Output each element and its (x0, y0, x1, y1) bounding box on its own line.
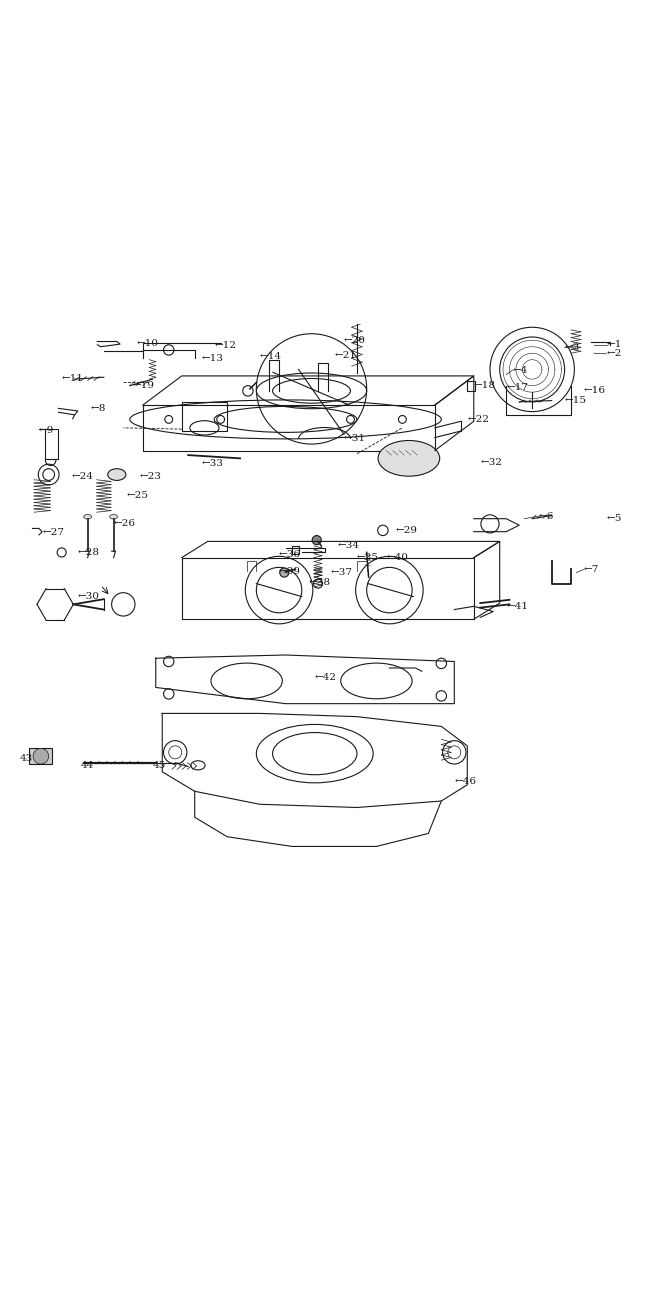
Text: ←33: ←33 (201, 459, 223, 468)
Text: ←32: ←32 (480, 458, 502, 467)
Ellipse shape (110, 515, 117, 519)
Text: ←18: ←18 (474, 381, 496, 390)
Bar (467, 381, 475, 390)
Ellipse shape (84, 515, 92, 519)
Text: ←7: ←7 (584, 564, 600, 573)
Bar (182, 402, 227, 431)
Text: ←11: ←11 (62, 374, 84, 383)
Text: ←3: ←3 (565, 342, 580, 351)
Text: ←35: ←35 (357, 553, 379, 562)
Text: ←20: ←20 (344, 336, 366, 345)
Text: 45: 45 (153, 761, 165, 770)
Text: ←28: ←28 (78, 547, 100, 556)
Circle shape (33, 748, 49, 764)
Bar (182, 558, 474, 619)
Text: ←29: ←29 (396, 525, 418, 534)
Text: ←13: ←13 (201, 354, 223, 363)
Circle shape (280, 568, 289, 577)
Text: ←26: ←26 (114, 519, 136, 528)
Text: ←4: ←4 (513, 366, 528, 375)
Text: ←5: ←5 (607, 514, 622, 523)
Text: ←41: ←41 (506, 602, 528, 611)
Text: ←2: ←2 (607, 349, 622, 358)
Bar (29, 748, 52, 764)
Text: ←6: ←6 (539, 511, 554, 520)
Text: ←14: ←14 (260, 351, 282, 361)
Text: ←37: ←37 (331, 568, 353, 577)
Text: ←36: ←36 (279, 550, 301, 559)
Text: ←30: ←30 (78, 591, 100, 601)
Text: ←24: ←24 (71, 472, 93, 481)
Text: ←42: ←42 (315, 673, 337, 682)
Ellipse shape (378, 441, 440, 476)
Bar (143, 405, 435, 450)
Text: ←1: ←1 (607, 340, 622, 349)
Text: ←8: ←8 (91, 403, 106, 412)
Text: ←40: ←40 (386, 553, 408, 562)
Text: ←16: ←16 (584, 387, 606, 396)
Text: ←23: ←23 (140, 472, 162, 481)
Text: ←9: ←9 (39, 425, 55, 434)
Text: ←38: ←38 (308, 578, 330, 588)
Text: 43: 43 (19, 755, 32, 764)
Text: ←39: ←39 (279, 567, 301, 576)
Text: ←12: ←12 (214, 341, 236, 350)
Text: ←10: ←10 (136, 339, 158, 348)
Circle shape (312, 536, 321, 545)
Text: ←19: ←19 (133, 381, 155, 390)
Text: ←22: ←22 (467, 415, 489, 424)
Text: ←17: ←17 (506, 383, 528, 392)
Text: ←15: ←15 (565, 396, 587, 405)
Text: ←27: ←27 (42, 528, 64, 537)
Text: ←25: ←25 (127, 492, 149, 501)
Text: ←46: ←46 (454, 777, 476, 786)
Circle shape (352, 293, 362, 303)
Text: ←34: ←34 (337, 541, 360, 550)
Ellipse shape (108, 468, 126, 480)
Text: ←21: ←21 (334, 350, 356, 359)
Text: ←31: ←31 (344, 433, 366, 442)
Text: 44: 44 (81, 761, 94, 770)
